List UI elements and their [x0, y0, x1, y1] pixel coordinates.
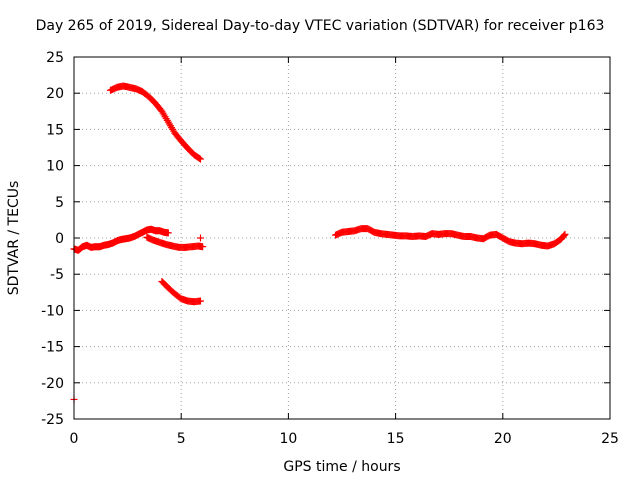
y-axis-label: SDTVAR / TECUs [6, 181, 22, 296]
series-band-mid [332, 225, 569, 250]
series-lower-arc [158, 277, 204, 306]
data-points [70, 82, 569, 403]
y-tick-label: 25 [46, 50, 64, 66]
series-upper-arc [106, 82, 204, 163]
data-point [561, 230, 569, 238]
y-tick-label: 10 [46, 159, 64, 175]
data-point [196, 234, 204, 242]
series-band-lower-branch [143, 233, 207, 251]
x-tick-label: 0 [70, 431, 79, 447]
data-point [195, 154, 203, 162]
y-tick-label: 15 [46, 122, 64, 138]
x-tick-label: 25 [601, 431, 619, 447]
y-tick-label: 5 [55, 195, 64, 211]
y-tick-label: -5 [50, 267, 64, 283]
y-tick-label: -15 [41, 340, 64, 356]
x-axis-label: GPS time / hours [283, 459, 400, 475]
data-point [196, 297, 204, 305]
data-point [560, 231, 568, 239]
axis-ticks: 0 5 10 15 20 25 -25 -20 -15 -10 -5 0 5 10 15 20 25 [41, 50, 619, 447]
y-tick-label: -10 [41, 303, 64, 319]
data-point [196, 155, 204, 163]
x-tick-label: 15 [387, 431, 405, 447]
data-point [560, 232, 568, 240]
chart-title: Day 265 of 2019, Sidereal Day-to-day VTE… [35, 18, 605, 34]
y-tick-label: 20 [46, 86, 64, 102]
x-tick-label: 10 [279, 431, 297, 447]
x-tick-label: 20 [494, 431, 512, 447]
data-point [199, 243, 207, 251]
y-tick-label: -25 [41, 412, 64, 428]
y-tick-label: 0 [55, 231, 64, 247]
grid-lines [74, 57, 610, 419]
y-tick-label: -20 [41, 376, 64, 392]
series-isolated [70, 234, 204, 403]
x-tick-label: 5 [177, 431, 186, 447]
data-point [164, 229, 172, 237]
